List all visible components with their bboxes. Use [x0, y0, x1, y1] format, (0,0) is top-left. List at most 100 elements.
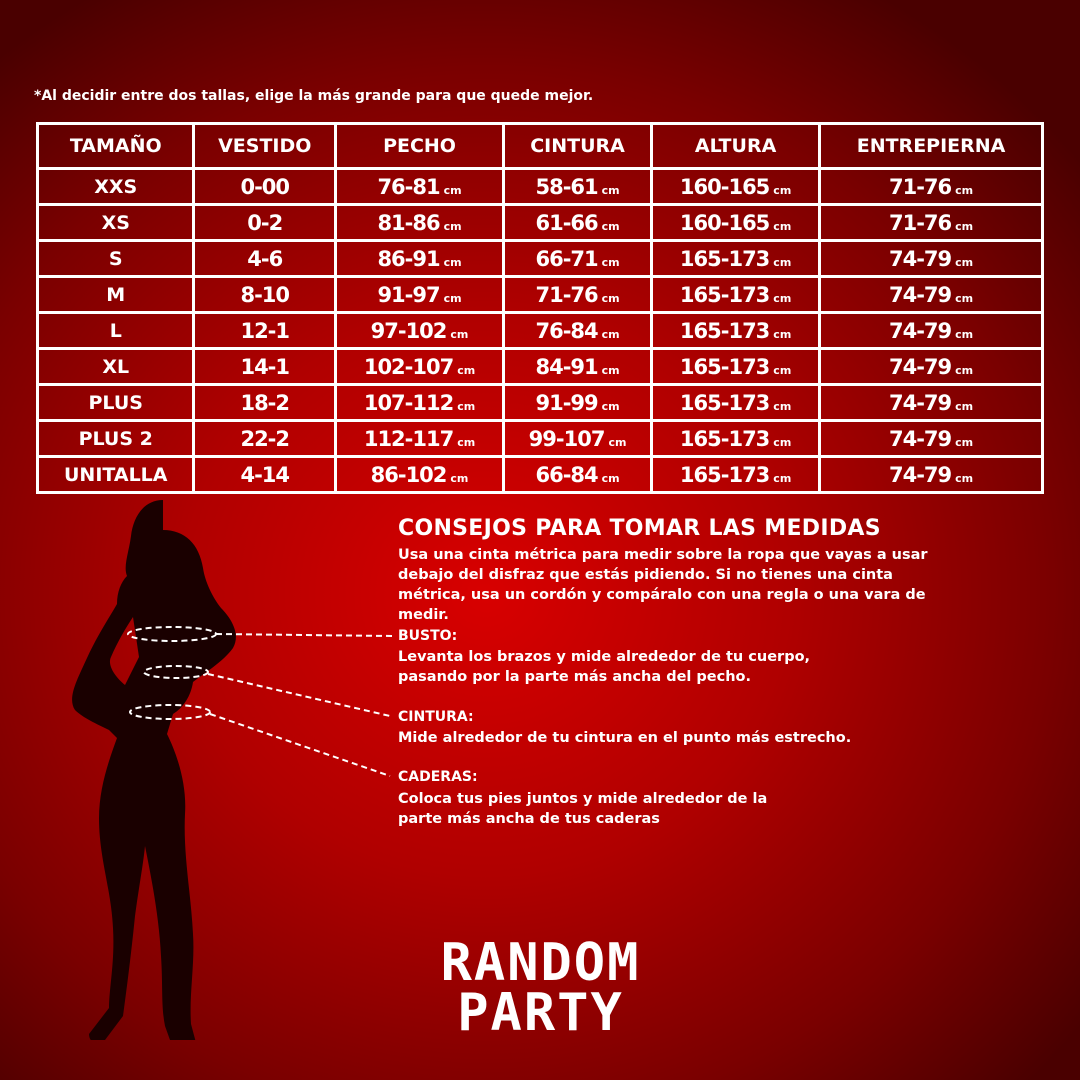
waist-text: Mide alrededor de tu cintura en el punto… — [398, 730, 852, 746]
unit-label: cm — [773, 363, 792, 377]
table-cell: XXS — [35, 167, 196, 206]
cell-value: 165-173 — [679, 426, 770, 451]
cell-value: 0-2 — [247, 210, 283, 235]
table-cell: 71-76 cm — [502, 275, 654, 314]
unit-label: cm — [443, 291, 462, 305]
table-cell: 74-79 cm — [818, 455, 1044, 494]
table-cell: 14-1 — [192, 347, 337, 386]
table-row: XL 14-1 102-107 cm 84-91 cm 165-173 cm 74-79 cm — [35, 347, 1044, 386]
table-cell: UNITALLA — [35, 455, 196, 494]
table-cell: 0-2 — [192, 203, 337, 242]
table-cell: XL — [35, 347, 196, 386]
cell-value: 71-76 — [888, 174, 952, 199]
cell-value: 84-91 — [535, 354, 598, 379]
table-cell: 84-91 cm — [502, 347, 654, 386]
table-cell: PLUS 2 — [35, 419, 196, 458]
table-cell: 81-86 cm — [333, 203, 506, 242]
cell-value: UNITALLA — [63, 463, 168, 486]
table-cell: PLUS — [35, 383, 196, 422]
random-party-logo: RANDOM PARTY — [428, 933, 653, 1043]
cell-value: 71-76 — [888, 210, 952, 235]
unit-label: cm — [601, 471, 620, 485]
cell-value: 4-6 — [247, 246, 283, 271]
unit-label: cm — [773, 435, 792, 449]
table-cell: 61-66 cm — [502, 203, 654, 242]
table-cell: 97-102 cm — [333, 311, 506, 350]
table-cell: 4-14 — [192, 455, 337, 494]
cell-value: 91-97 — [377, 282, 440, 307]
table-cell: 74-79 cm — [818, 239, 1044, 278]
tips-title: CONSEJOS PARA TOMAR LAS MEDIDAS — [398, 516, 881, 541]
unit-label: cm — [955, 219, 974, 233]
size-table: TAMAÑO VESTIDO PECHO CINTURA ALTURA ENTREPIER… — [35, 122, 1044, 494]
unit-label: cm — [955, 291, 974, 305]
table-header-row: TAMAÑO VESTIDO PECHO CINTURA ALTURA ENTREPIER… — [35, 122, 1044, 170]
table-cell: 74-79 cm — [818, 347, 1044, 386]
table-cell: 12-1 — [192, 311, 337, 350]
cell-value: 86-102 — [370, 462, 448, 487]
table-cell: M — [35, 275, 196, 314]
cell-value: 74-79 — [888, 462, 952, 487]
table-cell: 99-107 cm — [502, 419, 654, 458]
table-cell: 74-79 cm — [818, 419, 1044, 458]
table-cell: 102-107 cm — [333, 347, 506, 386]
cell-value: 58-61 — [535, 174, 598, 199]
table-cell: 165-173 cm — [650, 455, 822, 494]
table-row: S 4-6 86-91 cm 66-71 cm 165-173 cm 74-79 cm — [35, 239, 1044, 278]
table-cell: 165-173 cm — [650, 383, 822, 422]
cell-value: 66-71 — [535, 246, 598, 271]
cell-value: 91-99 — [535, 390, 598, 415]
cell-value: 165-173 — [679, 318, 770, 343]
cell-value: 61-66 — [535, 210, 598, 235]
bust-text: Levanta los brazos y mide alrededor de t… — [398, 649, 811, 685]
cell-value: XS — [101, 211, 130, 234]
cell-value: 165-173 — [679, 246, 770, 271]
cell-value: 160-165 — [679, 210, 770, 235]
cell-value: S — [108, 247, 123, 270]
unit-label: cm — [955, 363, 974, 377]
table-cell: XS — [35, 203, 196, 242]
cell-value: L — [109, 319, 122, 342]
table-row: XS 0-2 81-86 cm 61-66 cm 160-165 cm 71-76 cm — [35, 203, 1044, 242]
hips-text: Coloca tus pies juntos y mide alrededor … — [398, 791, 768, 827]
cell-value: 12-1 — [240, 318, 290, 343]
table-cell: 71-76 cm — [818, 167, 1044, 206]
unit-label: cm — [773, 291, 792, 305]
unit-label: cm — [601, 291, 620, 305]
table-cell: 4-6 — [192, 239, 337, 278]
table-cell: 22-2 — [192, 419, 337, 458]
column-header: CINTURA — [502, 122, 654, 170]
table-row: L 12-1 97-102 cm 76-84 cm 165-173 cm 74-79 cm — [35, 311, 1044, 350]
table-cell: 86-91 cm — [333, 239, 506, 278]
table-cell: 74-79 cm — [818, 311, 1044, 350]
unit-label: cm — [443, 219, 462, 233]
unit-label: cm — [601, 183, 620, 197]
unit-label: cm — [450, 327, 469, 341]
unit-label: cm — [457, 363, 476, 377]
unit-label: cm — [601, 363, 620, 377]
column-header: ALTURA — [650, 122, 822, 170]
logo-line-2: PARTY — [457, 983, 624, 1043]
woman-silhouette — [72, 500, 236, 1040]
cell-value: 165-173 — [679, 462, 770, 487]
table-cell: 91-97 cm — [333, 275, 506, 314]
unit-label: cm — [773, 399, 792, 413]
cell-value: PLUS — [88, 391, 143, 414]
table-row: PLUS 2 22-2 112-117 cm 99-107 cm 165-173 cm 74-7… — [35, 419, 1044, 458]
column-header: ENTREPIERNA — [818, 122, 1044, 170]
tips-intro: Usa una cinta métrica para medir sobre l… — [398, 547, 928, 623]
table-row: PLUS 18-2 107-112 cm 91-99 cm 165-173 cm 74-79 cm — [35, 383, 1044, 422]
hip-measure-line — [129, 704, 211, 720]
logo-line-1: RANDOM — [440, 933, 641, 993]
table-cell: 76-81 cm — [333, 167, 506, 206]
unit-label: cm — [955, 255, 974, 269]
cell-value: 76-84 — [535, 318, 598, 343]
unit-label: cm — [443, 255, 462, 269]
table-cell: L — [35, 311, 196, 350]
unit-label: cm — [457, 399, 476, 413]
table-row: XXS 0-00 76-81 cm 58-61 cm 160-165 cm 71-76 cm — [35, 167, 1044, 206]
table-row: UNITALLA 4-14 86-102 cm 66-84 cm 165-173 cm 74-7… — [35, 455, 1044, 494]
unit-label: cm — [457, 435, 476, 449]
unit-label: cm — [773, 255, 792, 269]
